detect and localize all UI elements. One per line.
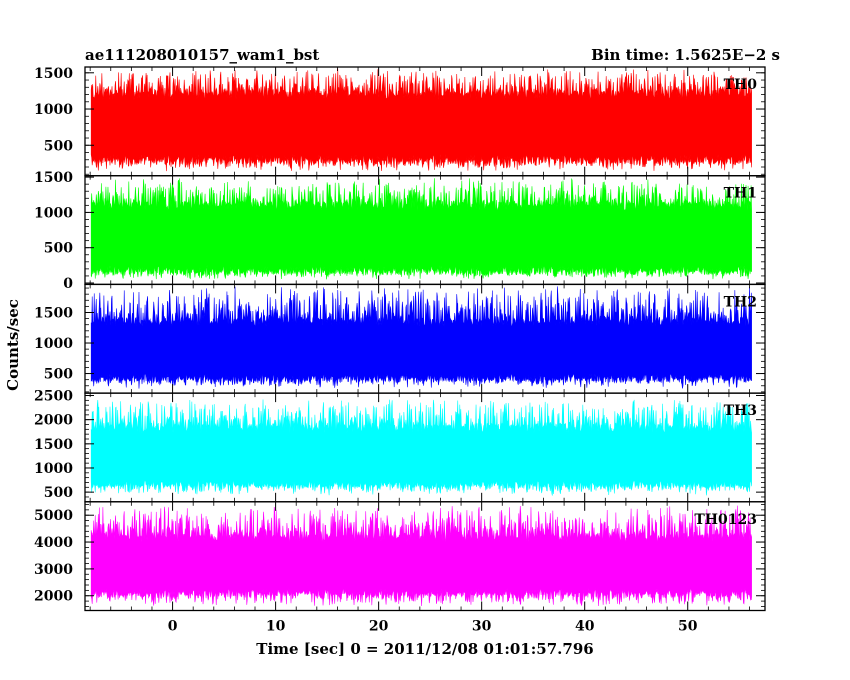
y-tick-label: 2500 bbox=[34, 389, 73, 405]
panel-label: TH0 bbox=[724, 77, 758, 93]
y-tick-label: 1500 bbox=[34, 437, 73, 453]
x-tick-label: 20 bbox=[369, 619, 389, 635]
panel-th2: 500 1000 1500 TH2 bbox=[34, 283, 766, 394]
panel-label: TH0123 bbox=[694, 512, 757, 528]
panel-th3: 500 1000 1500 2000 2500 TH3 bbox=[34, 389, 766, 503]
x-tick-label: 10 bbox=[266, 619, 286, 635]
series-th0123 bbox=[90, 505, 752, 607]
y-tick-label: 1000 bbox=[34, 461, 73, 477]
y-tick-label: 1000 bbox=[34, 205, 73, 221]
panels-group: 500 1000 1500 TH0 0 500 1000 1500 TH1 500 1000 1500… bbox=[34, 66, 766, 612]
y-tick-label: 1000 bbox=[34, 336, 73, 352]
panel-th1: 0 500 1000 1500 TH1 bbox=[34, 170, 766, 292]
y-tick-label: 4000 bbox=[34, 535, 73, 551]
y-tick-label: 2000 bbox=[34, 589, 73, 605]
y-tick-label: 1500 bbox=[34, 66, 73, 82]
y-tick-label: 500 bbox=[44, 138, 73, 154]
y-tick-label: 1500 bbox=[34, 170, 73, 186]
series-th3 bbox=[90, 399, 752, 496]
y-tick-label: 500 bbox=[44, 241, 73, 257]
panel-label: TH1 bbox=[724, 186, 757, 202]
panel-label: TH3 bbox=[724, 403, 757, 419]
y-tick-label: 3000 bbox=[34, 562, 73, 578]
chart-title: ae111208010157_wam1_bst bbox=[85, 46, 319, 64]
x-tick-label: 30 bbox=[472, 619, 492, 635]
x-tick-label: 50 bbox=[678, 619, 698, 635]
panel-frame bbox=[84, 501, 766, 612]
x-axis-label: Time [sec] 0 = 2011/12/08 01:01:57.796 bbox=[256, 640, 593, 658]
panel-th0123: 2000 3000 4000 5000 TH0123 bbox=[34, 501, 766, 612]
x-tick-label: 0 bbox=[168, 619, 178, 635]
y-tick-label: 500 bbox=[44, 485, 73, 501]
panel-th0: 500 1000 1500 TH0 bbox=[34, 66, 766, 177]
y-tick-label: 5000 bbox=[34, 508, 73, 524]
series-th2 bbox=[90, 286, 752, 389]
x-axis-ticks: 0 10 20 30 40 50 bbox=[168, 619, 698, 635]
y-tick-label: 1500 bbox=[34, 305, 73, 321]
y-tick-label: 2000 bbox=[34, 413, 73, 429]
y-tick-label: 500 bbox=[44, 367, 73, 383]
x-tick-label: 40 bbox=[575, 619, 595, 635]
panel-label: TH2 bbox=[724, 294, 757, 310]
series-th1 bbox=[90, 178, 752, 280]
y-tick-label: 1000 bbox=[34, 102, 73, 118]
y-axis-label: Counts/sec bbox=[4, 299, 22, 391]
bin-time-label: Bin time: 1.5625E−2 s bbox=[591, 46, 780, 64]
y-tick-label: 0 bbox=[63, 276, 73, 292]
series-th0 bbox=[90, 68, 752, 172]
